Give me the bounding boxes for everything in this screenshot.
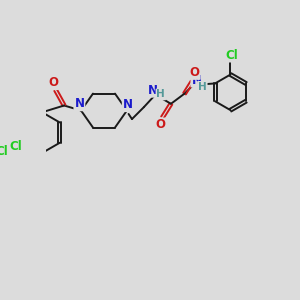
Text: N: N bbox=[123, 98, 133, 111]
Text: Cl: Cl bbox=[0, 145, 8, 158]
Text: H: H bbox=[156, 89, 165, 100]
Text: O: O bbox=[190, 66, 200, 79]
Text: Cl: Cl bbox=[10, 140, 22, 153]
Text: N: N bbox=[74, 97, 84, 110]
Text: N: N bbox=[191, 74, 201, 87]
Text: O: O bbox=[48, 76, 58, 89]
Text: H: H bbox=[198, 82, 207, 92]
Text: O: O bbox=[156, 118, 166, 131]
Text: Cl: Cl bbox=[225, 49, 238, 62]
Text: N: N bbox=[148, 84, 158, 97]
